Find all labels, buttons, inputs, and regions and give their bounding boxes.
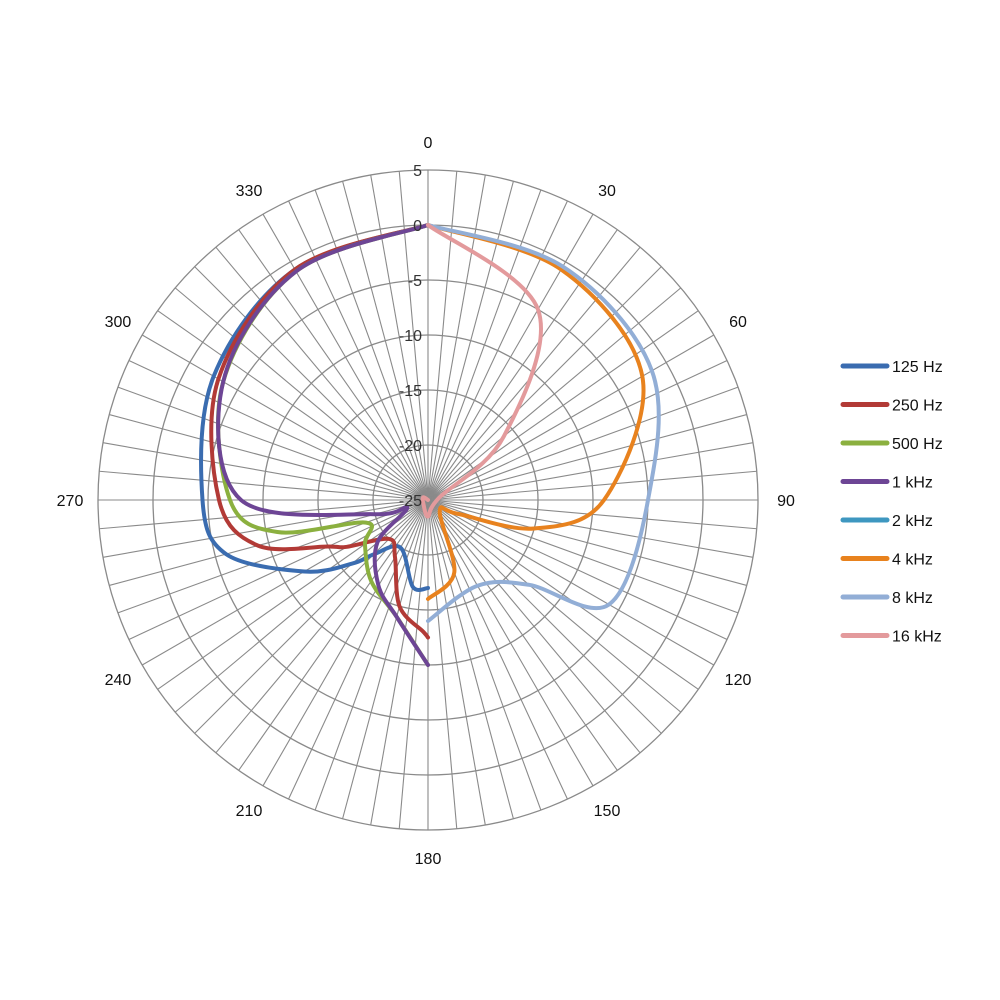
grid-spoke <box>174 499 429 713</box>
grid-spoke <box>128 360 429 501</box>
grid-spoke <box>427 470 757 501</box>
angle-label: 90 <box>777 493 795 510</box>
grid-spoke <box>342 181 429 501</box>
legend-label: 125 Hz <box>892 359 943 376</box>
grid-spoke <box>427 266 662 501</box>
grid-spoke <box>427 499 641 754</box>
grid-spoke <box>157 310 429 501</box>
angle-label: 150 <box>594 803 621 820</box>
angle-label: 60 <box>729 314 747 331</box>
grid-spoke <box>427 499 715 666</box>
grid-spoke <box>427 174 486 501</box>
grid-spoke <box>194 266 429 501</box>
legend-label: 500 Hz <box>892 436 943 453</box>
angle-label: 240 <box>105 672 132 689</box>
grid-spoke <box>427 229 618 501</box>
legend: 125 Hz 250 Hz 500 Hz 1 kHz 2 kHz 4 kHz 8 kHz 16… <box>840 359 943 646</box>
series-line-250-hz <box>209 223 430 640</box>
grid-spoke <box>427 499 594 787</box>
radial-tick-label: -25 <box>399 493 422 510</box>
grid-spoke <box>427 499 682 713</box>
radial-tick-label: -5 <box>408 273 422 290</box>
grid-spoke <box>427 442 754 501</box>
radial-tick-label: -20 <box>399 438 422 455</box>
angle-label: 210 <box>236 803 263 820</box>
grid-spoke <box>215 246 429 501</box>
grid-spoke <box>370 174 429 501</box>
grid-spoke <box>427 360 728 501</box>
grid-spoke <box>141 499 429 666</box>
angle-label: 330 <box>236 183 263 200</box>
grid-spoke <box>141 334 429 501</box>
series-lines <box>199 223 661 667</box>
angle-labels: 0 30 60 90 120 150 180 210 240 270 300 330 <box>57 135 795 868</box>
grid-spoke <box>427 499 747 586</box>
grid-spoke <box>117 499 429 614</box>
radial-tick-label: 0 <box>413 218 422 235</box>
grid-spoke <box>288 499 429 800</box>
angle-label: 120 <box>725 672 752 689</box>
grid-spoke <box>99 470 429 501</box>
grid-spoke <box>427 189 542 501</box>
grid-spoke <box>427 499 514 819</box>
grid-spoke <box>174 287 429 501</box>
grid-spoke <box>238 229 429 501</box>
angle-label: 270 <box>57 493 84 510</box>
grid-spoke <box>117 386 429 501</box>
grid-spoke <box>427 499 458 829</box>
legend-label: 2 kHz <box>892 513 933 530</box>
legend-label: 4 kHz <box>892 552 933 569</box>
grid-spoke <box>370 499 429 826</box>
grid-spoke <box>398 499 429 829</box>
legend-label: 16 kHz <box>892 629 942 646</box>
grid-spoke <box>427 499 542 811</box>
grid-spoke <box>427 499 728 640</box>
grid-spoke <box>427 499 699 690</box>
grid-spoke <box>427 334 715 501</box>
legend-label: 8 kHz <box>892 590 933 607</box>
grid-spoke <box>427 213 594 501</box>
grid-spoke <box>427 499 486 826</box>
angle-label: 300 <box>105 314 132 331</box>
grid-spoke <box>342 499 429 819</box>
grid-spoke <box>427 499 618 771</box>
radial-tick-label: -15 <box>399 383 422 400</box>
series-line-4-khz <box>426 223 646 601</box>
grid-spoke <box>427 310 699 501</box>
grid-spoke <box>314 189 429 501</box>
series-line-16-khz <box>420 223 543 519</box>
grid-spoke <box>262 213 429 501</box>
series-line-8-khz <box>426 223 661 623</box>
legend-label: 250 Hz <box>892 398 943 415</box>
grid-spoke <box>427 499 754 558</box>
grid-spoke <box>398 171 429 501</box>
grid-spoke <box>427 386 739 501</box>
angle-label: 30 <box>598 183 616 200</box>
legend-label: 1 kHz <box>892 475 933 492</box>
angle-label: 0 <box>424 135 433 152</box>
grid-spoke <box>288 200 429 501</box>
series-line-1-khz <box>216 223 430 667</box>
grid-spoke <box>427 414 747 501</box>
grid-spoke <box>314 499 429 811</box>
grid-spoke <box>427 287 682 501</box>
radial-tick-label: -10 <box>399 328 422 345</box>
radial-labels: 5 0 -5 -10 -15 -20 -25 <box>399 163 422 510</box>
grid-spoke <box>427 200 568 501</box>
grid-spoke <box>427 499 662 734</box>
radial-tick-label: 5 <box>413 163 422 180</box>
grid-spoke <box>427 171 458 501</box>
grid-spoke <box>427 181 514 501</box>
grid-spoke <box>99 499 429 530</box>
grid-spoke <box>102 442 429 501</box>
grid-spoke <box>109 414 429 501</box>
angle-label: 180 <box>415 851 442 868</box>
